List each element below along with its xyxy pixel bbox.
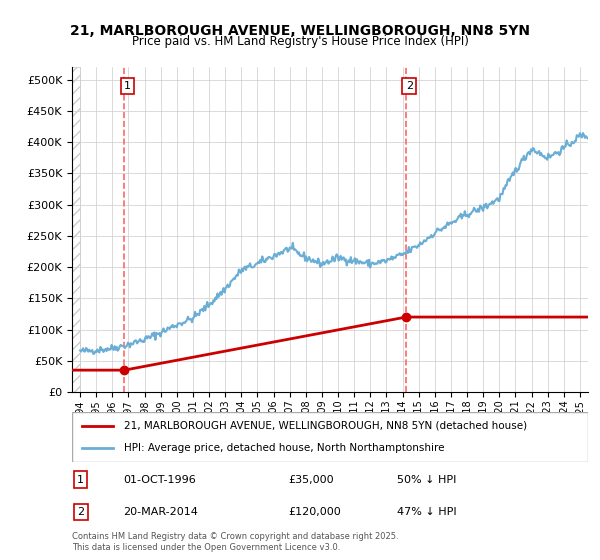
Text: £35,000: £35,000 xyxy=(289,474,334,484)
Bar xyxy=(72,67,80,392)
Text: 1: 1 xyxy=(124,81,131,91)
Bar xyxy=(72,67,80,392)
Text: HPI: Average price, detached house, North Northamptonshire: HPI: Average price, detached house, Nort… xyxy=(124,443,444,453)
Text: 2: 2 xyxy=(77,507,84,517)
Text: 47% ↓ HPI: 47% ↓ HPI xyxy=(397,507,457,517)
Text: 1: 1 xyxy=(77,474,84,484)
Text: Contains HM Land Registry data © Crown copyright and database right 2025.
This d: Contains HM Land Registry data © Crown c… xyxy=(72,532,398,552)
Text: 20-MAR-2014: 20-MAR-2014 xyxy=(124,507,199,517)
Text: £120,000: £120,000 xyxy=(289,507,341,517)
FancyBboxPatch shape xyxy=(72,412,588,462)
Text: 01-OCT-1996: 01-OCT-1996 xyxy=(124,474,196,484)
Text: 2: 2 xyxy=(406,81,413,91)
Text: 21, MARLBOROUGH AVENUE, WELLINGBOROUGH, NN8 5YN (detached house): 21, MARLBOROUGH AVENUE, WELLINGBOROUGH, … xyxy=(124,421,527,431)
Text: Price paid vs. HM Land Registry's House Price Index (HPI): Price paid vs. HM Land Registry's House … xyxy=(131,35,469,49)
Text: 50% ↓ HPI: 50% ↓ HPI xyxy=(397,474,457,484)
Text: 21, MARLBOROUGH AVENUE, WELLINGBOROUGH, NN8 5YN: 21, MARLBOROUGH AVENUE, WELLINGBOROUGH, … xyxy=(70,24,530,38)
